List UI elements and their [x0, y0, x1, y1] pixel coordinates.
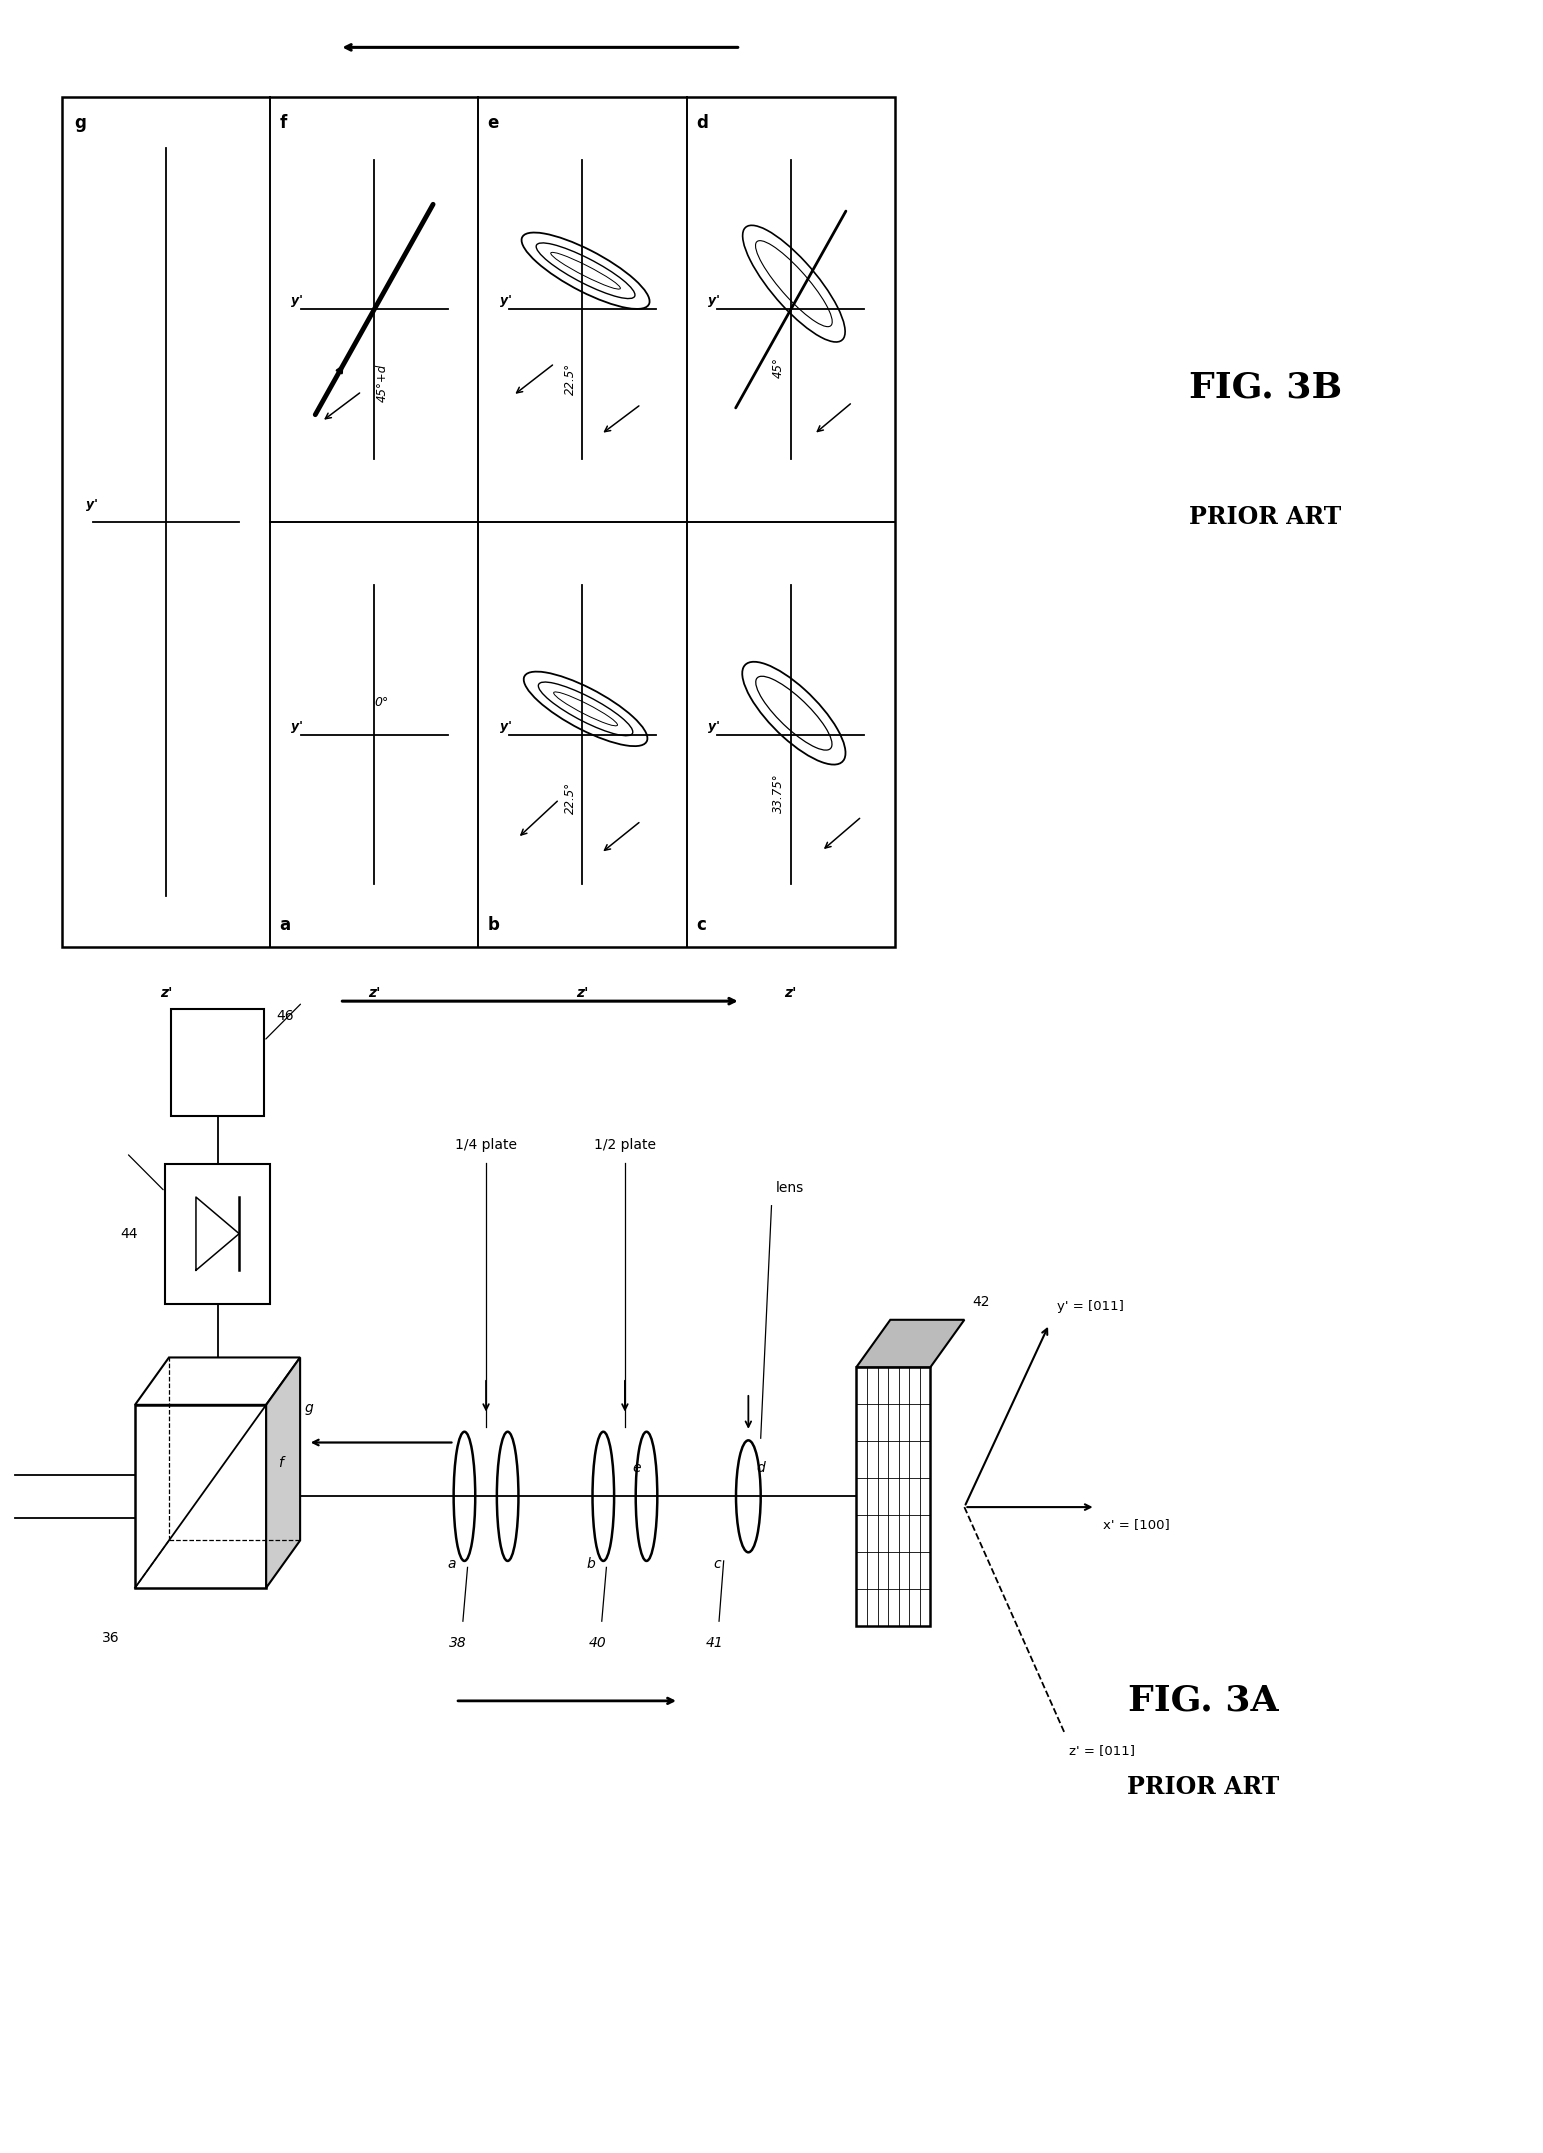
Polygon shape: [136, 1359, 299, 1406]
Text: f: f: [279, 1455, 284, 1470]
Text: 33.75°: 33.75°: [772, 773, 785, 814]
Text: y': y': [708, 719, 721, 732]
Text: z': z': [367, 986, 381, 1001]
Text: z' = [011]: z' = [011]: [1069, 1744, 1136, 1757]
Text: c: c: [696, 917, 705, 934]
Text: a: a: [447, 1557, 457, 1572]
Text: y': y': [292, 719, 304, 732]
Text: 40: 40: [588, 1636, 606, 1651]
Bar: [856, 1367, 930, 1626]
Text: FIG. 3A: FIG. 3A: [1128, 1684, 1279, 1718]
Text: FIG. 3B: FIG. 3B: [1188, 370, 1342, 405]
Text: c: c: [714, 1557, 721, 1572]
Text: 45°: 45°: [772, 357, 785, 377]
Text: d: d: [696, 114, 708, 131]
Text: b: b: [586, 1557, 596, 1572]
Text: d: d: [756, 1460, 765, 1475]
Text: 36: 36: [102, 1632, 120, 1645]
Text: y': y': [85, 497, 97, 512]
Text: z': z': [576, 986, 589, 1001]
Text: y' = [011]: y' = [011]: [1057, 1300, 1123, 1313]
Text: 38: 38: [449, 1636, 468, 1651]
Text: 1/2 plate: 1/2 plate: [594, 1137, 656, 1152]
Text: y': y': [500, 719, 512, 732]
Text: g: g: [306, 1399, 313, 1415]
Text: y': y': [708, 295, 721, 308]
Text: b: b: [488, 917, 500, 934]
Text: x' = [100]: x' = [100]: [1103, 1518, 1170, 1531]
Text: PRIOR ART: PRIOR ART: [1190, 504, 1341, 530]
Text: y': y': [292, 295, 304, 308]
Text: 42: 42: [972, 1294, 989, 1309]
Text: e: e: [488, 114, 498, 131]
Text: f: f: [279, 114, 287, 131]
Text: y': y': [500, 295, 512, 308]
Polygon shape: [856, 1320, 964, 1367]
Text: 22.5°: 22.5°: [563, 364, 577, 396]
Text: 22.5°: 22.5°: [563, 782, 577, 814]
Text: 1/4 plate: 1/4 plate: [455, 1137, 517, 1152]
Text: 45°+d: 45°+d: [375, 364, 389, 403]
Text: 41: 41: [705, 1636, 724, 1651]
Text: 46: 46: [276, 1008, 293, 1023]
Bar: [171, 1008, 264, 1115]
Text: PRIOR ART: PRIOR ART: [1128, 1774, 1279, 1800]
Polygon shape: [267, 1359, 299, 1589]
Bar: [62, 97, 895, 947]
Text: e: e: [633, 1460, 642, 1475]
Text: a: a: [279, 917, 290, 934]
Text: 0°: 0°: [375, 695, 389, 708]
Text: z': z': [784, 986, 798, 1001]
Text: 44: 44: [120, 1227, 137, 1240]
Bar: [165, 1163, 270, 1303]
Text: lens: lens: [776, 1180, 804, 1195]
Bar: [136, 1404, 267, 1589]
Text: g: g: [74, 114, 86, 131]
Text: z': z': [159, 986, 173, 1001]
